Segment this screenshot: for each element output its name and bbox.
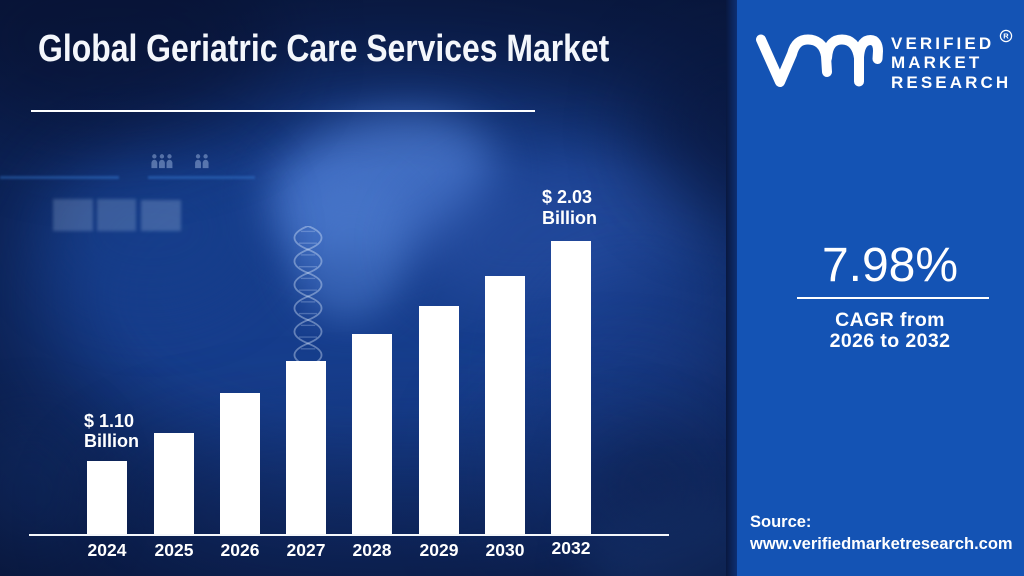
svg-text:R: R (1003, 32, 1009, 41)
